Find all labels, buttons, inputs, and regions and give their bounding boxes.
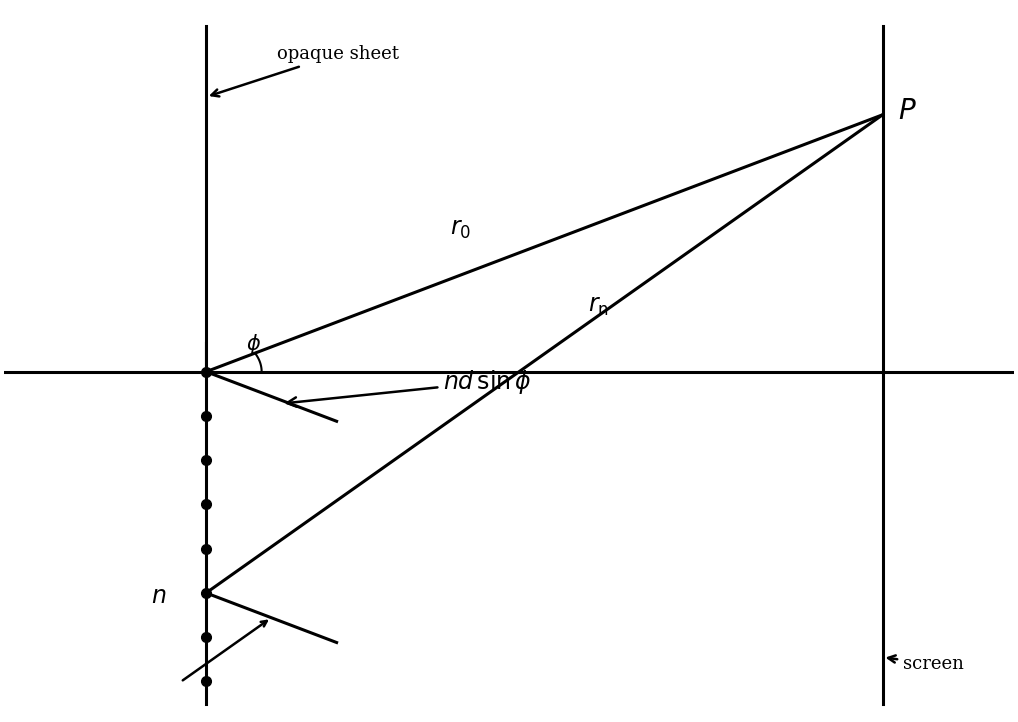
Text: screen: screen <box>888 656 964 674</box>
Text: $P$: $P$ <box>898 97 916 125</box>
Text: $r_{\rm n}$: $r_{\rm n}$ <box>588 295 609 318</box>
Text: opaque sheet: opaque sheet <box>212 45 399 97</box>
Text: $r_{\rm 0}$: $r_{\rm 0}$ <box>450 219 471 241</box>
Text: $nd\,\sin\phi$: $nd\,\sin\phi$ <box>287 368 531 406</box>
Text: $\phi$: $\phi$ <box>246 332 262 356</box>
Text: $n$: $n$ <box>151 585 166 608</box>
